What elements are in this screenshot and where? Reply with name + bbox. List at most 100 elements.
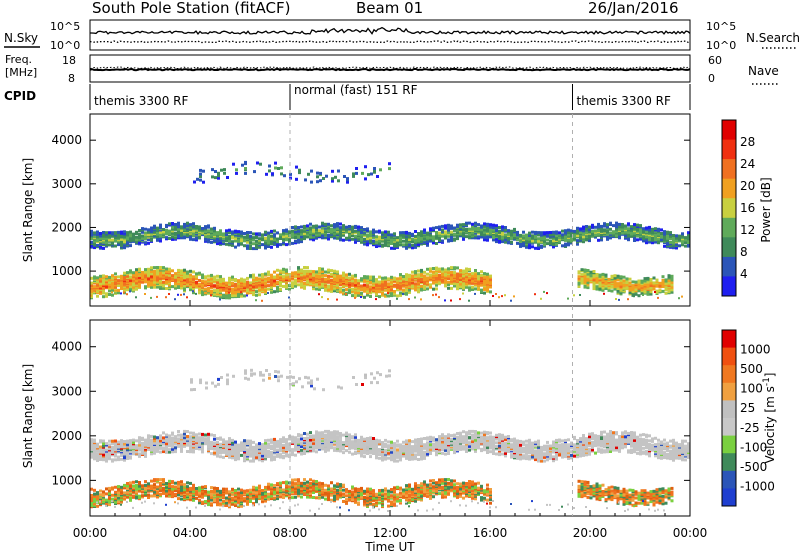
heatmap-cell — [249, 247, 252, 250]
heatmap-cell — [366, 439, 369, 443]
cpid-segment-label: themis 3300 RF — [577, 94, 671, 108]
heatmap-cell — [117, 291, 120, 295]
heatmap-cell — [334, 175, 337, 179]
heatmap-cell — [306, 436, 309, 440]
heatmap-cell — [228, 437, 231, 441]
noise-search-label: N.Search — [746, 31, 800, 45]
heatmap-cell — [315, 440, 318, 444]
heatmap-cell — [351, 435, 354, 439]
heatmap-cell — [123, 291, 125, 294]
heatmap-cell — [396, 294, 399, 298]
heatmap-cell — [333, 274, 336, 278]
heatmap-cell — [678, 244, 681, 248]
heatmap-cell — [129, 244, 132, 248]
heatmap-cell — [352, 172, 355, 176]
heatmap-cell — [351, 228, 354, 231]
heatmap-cell — [297, 438, 300, 442]
heatmap-cell — [372, 242, 375, 245]
heatmap-cell — [303, 284, 306, 288]
heatmap-cell — [351, 225, 354, 229]
heatmap-cell — [492, 226, 495, 230]
heatmap-cell — [360, 284, 363, 288]
heatmap-cell — [595, 285, 599, 289]
heatmap-cell — [339, 437, 342, 440]
heatmap-cell — [216, 440, 219, 444]
heatmap-cell — [165, 267, 168, 271]
heatmap-cell — [135, 287, 138, 291]
heatmap-cell — [174, 275, 177, 279]
heatmap-cell — [666, 230, 669, 234]
heatmap-cell — [291, 453, 294, 457]
heatmap-cell — [633, 239, 636, 242]
heatmap-cell — [411, 240, 414, 244]
heatmap-cell — [588, 239, 591, 243]
heatmap-cell — [607, 277, 611, 281]
heatmap-cell — [339, 432, 342, 435]
heatmap-cell — [111, 234, 114, 238]
heatmap-cell — [252, 242, 255, 246]
heatmap-cell — [246, 276, 249, 280]
heatmap-cell — [339, 447, 342, 450]
heatmap-cell — [372, 437, 375, 440]
heatmap-cell — [294, 284, 297, 288]
heatmap-cell — [246, 280, 249, 284]
heatmap-cell — [402, 292, 404, 295]
heatmap-cell — [453, 266, 456, 270]
heatmap-cell — [372, 439, 375, 443]
heatmap-cell — [219, 280, 222, 283]
heatmap-cell — [291, 438, 294, 442]
heatmap-cell — [678, 237, 681, 240]
heatmap-cell — [417, 269, 420, 273]
heatmap-cell — [363, 228, 366, 231]
heatmap-cell — [600, 224, 603, 228]
heatmap-cell — [171, 269, 174, 273]
heatmap-cell — [333, 437, 336, 441]
heatmap-cell — [618, 298, 620, 301]
heatmap-cell — [607, 286, 611, 290]
heatmap-cell — [543, 231, 546, 235]
heatmap-cell — [622, 275, 626, 279]
heatmap-cell — [204, 442, 207, 446]
heatmap-cell — [597, 222, 600, 226]
heatmap-cell — [150, 296, 152, 299]
heatmap-cell — [363, 242, 366, 246]
heatmap-cell — [348, 288, 351, 292]
heatmap-cell — [402, 231, 405, 235]
heatmap-cell — [339, 234, 342, 238]
heatmap-cell — [138, 235, 141, 239]
heatmap-cell — [228, 243, 231, 247]
heatmap-cell — [414, 230, 417, 233]
heatmap-cell — [474, 287, 477, 291]
heatmap-cell — [189, 442, 192, 446]
heatmap-cell — [198, 279, 201, 282]
heatmap-cell — [417, 273, 420, 277]
heatmap-cell — [306, 266, 309, 270]
y-tick-label: 2000 — [51, 220, 82, 234]
heatmap-cell — [468, 221, 471, 225]
heatmap-cell — [390, 235, 393, 239]
colorbar-swatch — [722, 276, 736, 297]
heatmap-cell — [96, 230, 99, 234]
heatmap-cell — [277, 167, 280, 170]
heatmap-cell — [447, 223, 450, 227]
heatmap-cell — [369, 436, 372, 440]
heatmap-cell — [489, 235, 492, 239]
heatmap-cell — [219, 277, 222, 281]
heatmap-cell — [654, 238, 657, 242]
heatmap-cell — [132, 441, 135, 445]
heatmap-cell — [339, 449, 342, 453]
heatmap-cell — [537, 237, 540, 241]
heatmap-cell — [246, 442, 249, 445]
heatmap-cell — [462, 231, 465, 235]
heatmap-cell — [510, 235, 513, 239]
heatmap-cell — [393, 283, 396, 287]
heatmap-cell — [573, 229, 576, 233]
heatmap-cell — [669, 240, 672, 244]
heatmap-cell — [171, 436, 174, 440]
heatmap-cell — [244, 167, 247, 170]
heatmap-cell — [528, 240, 531, 244]
heatmap-cell — [288, 230, 291, 234]
heatmap-cell — [153, 439, 156, 443]
heatmap-cell — [483, 291, 486, 295]
